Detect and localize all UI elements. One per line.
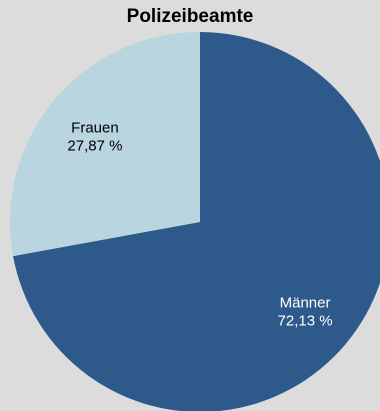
- pie-slice-maenner: [13, 32, 380, 411]
- slice-label-maenner: Männer: [280, 295, 331, 312]
- slice-label-frauen: Frauen: [71, 119, 119, 136]
- pie-slice-frauen: [9, 32, 200, 257]
- chart-title: Polizeibeamte: [126, 6, 254, 27]
- slice-value-label-maenner: 72,13 %: [278, 313, 333, 330]
- slice-value-label-frauen: 27,87 %: [67, 137, 122, 154]
